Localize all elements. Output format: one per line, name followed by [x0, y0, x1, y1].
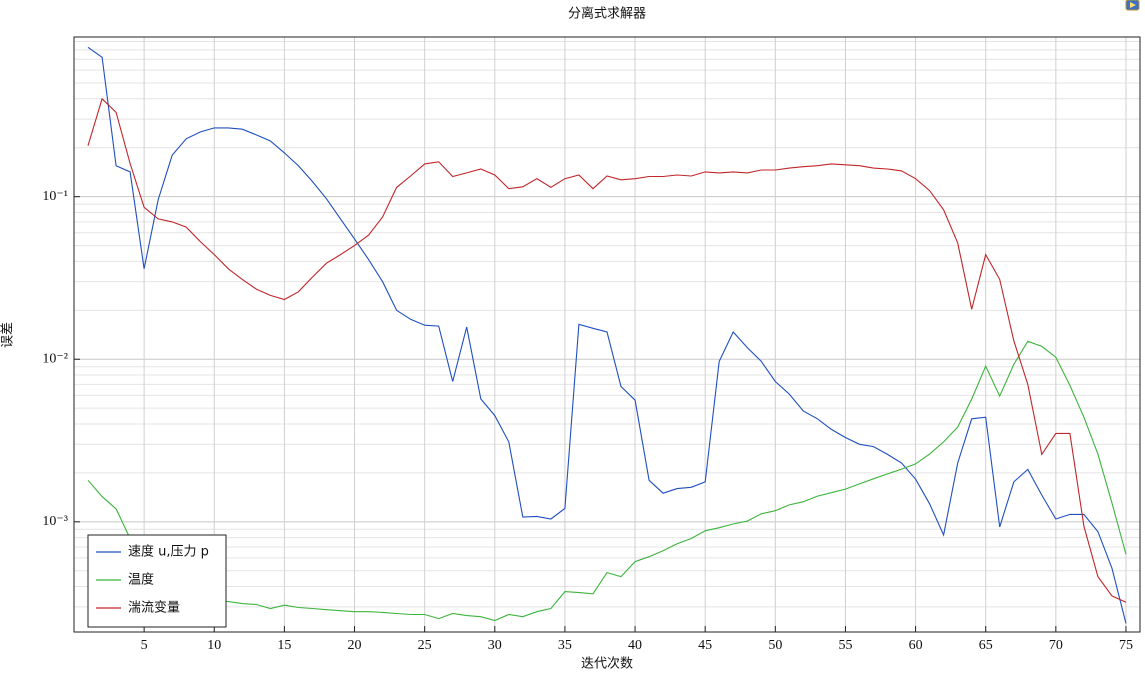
- x-tick-label: 20: [348, 638, 362, 653]
- y-tick-label: 10⁻³: [42, 514, 68, 529]
- x-tick-label: 10: [207, 638, 221, 653]
- chart-title: 分离式求解器: [568, 6, 646, 22]
- x-tick-label: 40: [628, 638, 642, 653]
- corner-icon[interactable]: [1125, 0, 1140, 11]
- legend-box: [87, 534, 227, 628]
- x-tick-label: 15: [277, 638, 291, 653]
- icon-arrow[interactable]: [1130, 2, 1136, 8]
- x-tick-label: 50: [768, 638, 782, 653]
- series-line: [87, 46, 1127, 624]
- x-tick-label: 70: [1049, 638, 1063, 653]
- plot-frame: [73, 36, 1141, 633]
- legend-label: 速度 u,压力 p: [128, 544, 209, 560]
- x-axis-label: 迭代次数: [581, 656, 633, 672]
- legend-label: 温度: [128, 572, 154, 588]
- y-tick-label: 10⁻²: [42, 351, 68, 366]
- series-line: [87, 97, 1127, 603]
- x-tick-label: 65: [979, 638, 993, 653]
- x-tick-label: 60: [909, 638, 923, 653]
- x-tick-label: 5: [141, 638, 148, 653]
- legend-label: 湍流变量: [128, 600, 180, 616]
- x-tick-label: 35: [558, 638, 572, 653]
- y-tick-label: 10⁻¹: [42, 189, 68, 204]
- x-tick-label: 30: [488, 638, 502, 653]
- y-axis-label: 误差: [1, 322, 16, 348]
- x-tick-label: 25: [418, 638, 432, 653]
- x-tick-label: 75: [1119, 638, 1133, 653]
- x-tick-label: 55: [838, 638, 852, 653]
- series-line: [87, 340, 1127, 622]
- x-tick-label: 45: [698, 638, 712, 653]
